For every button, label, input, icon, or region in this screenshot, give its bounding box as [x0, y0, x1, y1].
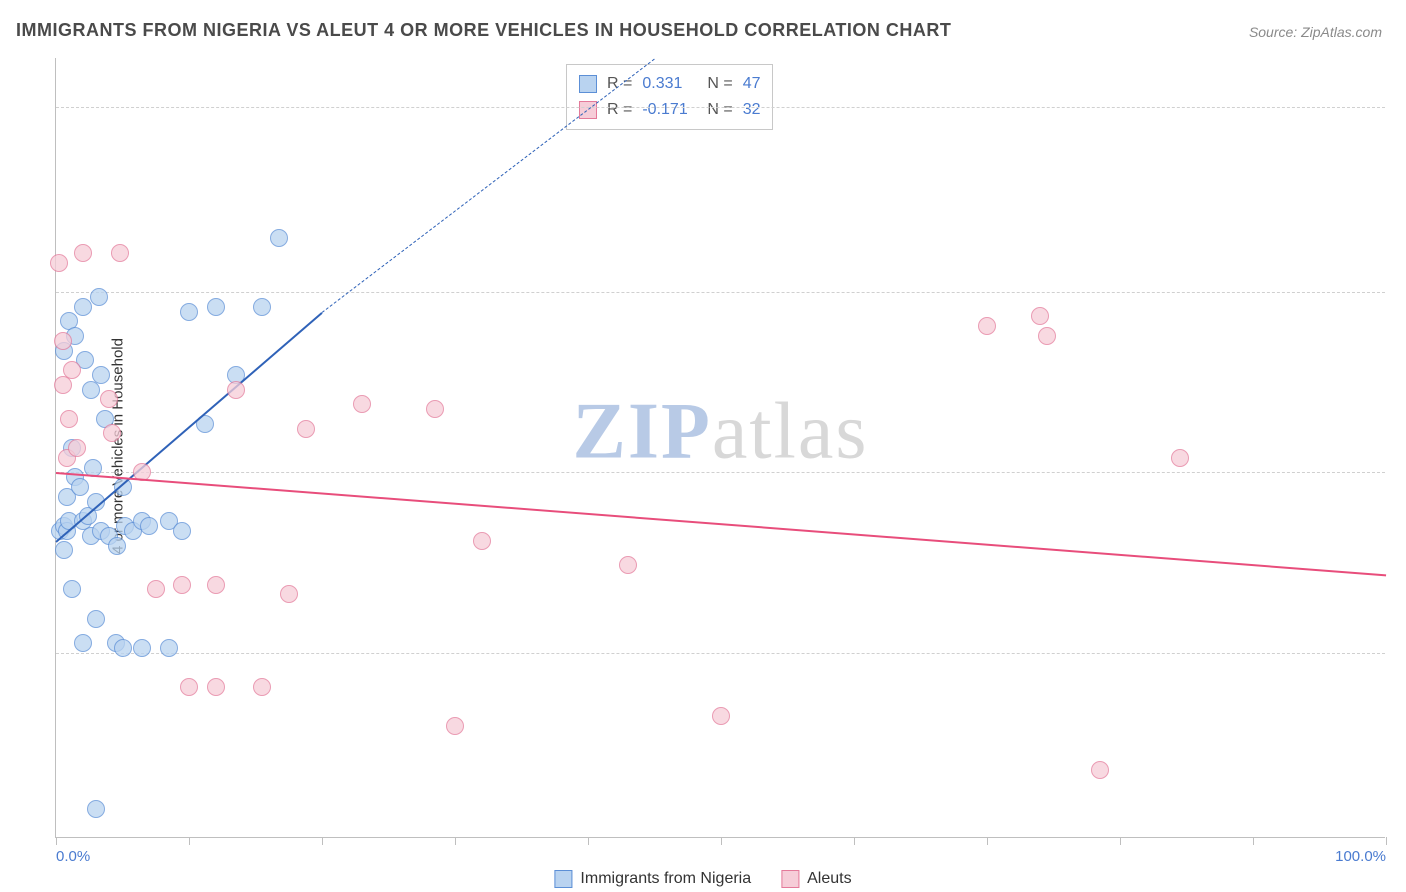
swatch-nigeria — [554, 870, 572, 888]
data-point — [1091, 761, 1109, 779]
data-point — [1171, 449, 1189, 467]
data-point — [92, 366, 110, 384]
data-point — [74, 244, 92, 262]
legend-label-aleuts: Aleuts — [807, 870, 851, 888]
data-point — [1031, 307, 1049, 325]
stats-r-label: R = — [607, 97, 632, 123]
data-point — [147, 580, 165, 598]
data-point — [173, 522, 191, 540]
data-point — [978, 317, 996, 335]
data-point — [227, 381, 245, 399]
trend-line — [55, 312, 322, 543]
legend: Immigrants from Nigeria Aleuts — [554, 870, 851, 888]
watermark-atlas: atlas — [712, 387, 869, 475]
x-tick — [854, 837, 855, 845]
data-point — [74, 298, 92, 316]
y-tick-label: 15.0% — [1390, 98, 1406, 115]
x-tick — [1386, 837, 1387, 845]
gridline — [56, 292, 1385, 293]
data-point — [63, 580, 81, 598]
x-tick — [588, 837, 589, 845]
data-point — [140, 517, 158, 535]
stats-row-nigeria: R = 0.331 N = 47 — [579, 71, 760, 97]
data-point — [133, 639, 151, 657]
data-point — [68, 439, 86, 457]
stats-row-aleuts: R = -0.171 N = 32 — [579, 97, 760, 123]
data-point — [160, 639, 178, 657]
x-tick — [322, 837, 323, 845]
swatch-aleuts — [781, 870, 799, 888]
data-point — [473, 532, 491, 550]
data-point — [100, 390, 118, 408]
stats-box: R = 0.331 N = 47 R = -0.171 N = 32 — [566, 64, 773, 130]
legend-item-aleuts: Aleuts — [781, 870, 851, 888]
x-tick — [56, 837, 57, 845]
x-tick-label: 100.0% — [1335, 848, 1386, 865]
data-point — [55, 541, 73, 559]
trend-line — [56, 472, 1386, 576]
data-point — [207, 576, 225, 594]
data-point — [207, 678, 225, 696]
stats-n-value-aleuts: 32 — [743, 97, 761, 123]
y-tick-label: 11.2% — [1390, 284, 1406, 301]
watermark: ZIPatlas — [573, 386, 869, 477]
chart-title: IMMIGRANTS FROM NIGERIA VS ALEUT 4 OR MO… — [16, 20, 951, 41]
data-point — [270, 229, 288, 247]
data-point — [180, 678, 198, 696]
stats-r-value-nigeria: 0.331 — [642, 71, 697, 97]
legend-label-nigeria: Immigrants from Nigeria — [580, 870, 751, 888]
x-tick — [987, 837, 988, 845]
data-point — [87, 800, 105, 818]
scatter-chart: ZIPatlas R = 0.331 N = 47 R = -0.171 N =… — [55, 58, 1385, 838]
data-point — [173, 576, 191, 594]
gridline — [56, 653, 1385, 654]
data-point — [712, 707, 730, 725]
data-point — [1038, 327, 1056, 345]
x-tick — [189, 837, 190, 845]
x-tick-label: 0.0% — [56, 848, 90, 865]
data-point — [253, 678, 271, 696]
y-tick-label: 3.8% — [1390, 644, 1406, 661]
data-point — [619, 556, 637, 574]
data-point — [103, 424, 121, 442]
data-point — [253, 298, 271, 316]
data-point — [207, 298, 225, 316]
stats-n-label: N = — [707, 71, 732, 97]
data-point — [108, 537, 126, 555]
data-point — [297, 420, 315, 438]
x-tick — [1120, 837, 1121, 845]
data-point — [111, 244, 129, 262]
watermark-zip: ZIP — [573, 387, 712, 475]
data-point — [426, 400, 444, 418]
stats-r-value-aleuts: -0.171 — [642, 97, 697, 123]
x-tick — [455, 837, 456, 845]
x-tick — [721, 837, 722, 845]
data-point — [54, 332, 72, 350]
data-point — [353, 395, 371, 413]
legend-item-nigeria: Immigrants from Nigeria — [554, 870, 751, 888]
data-point — [50, 254, 68, 272]
stats-n-value-nigeria: 47 — [743, 71, 761, 97]
data-point — [90, 288, 108, 306]
source-attribution: Source: ZipAtlas.com — [1249, 24, 1382, 40]
x-tick — [1253, 837, 1254, 845]
stats-n-label: N = — [707, 97, 732, 123]
gridline — [56, 107, 1385, 108]
data-point — [180, 303, 198, 321]
data-point — [446, 717, 464, 735]
data-point — [74, 634, 92, 652]
data-point — [71, 478, 89, 496]
data-point — [280, 585, 298, 603]
swatch-nigeria — [579, 75, 597, 93]
y-tick-label: 7.5% — [1390, 464, 1406, 481]
data-point — [63, 361, 81, 379]
gridline — [56, 472, 1385, 473]
data-point — [60, 410, 78, 428]
trend-line — [322, 58, 655, 312]
data-point — [114, 639, 132, 657]
data-point — [87, 610, 105, 628]
